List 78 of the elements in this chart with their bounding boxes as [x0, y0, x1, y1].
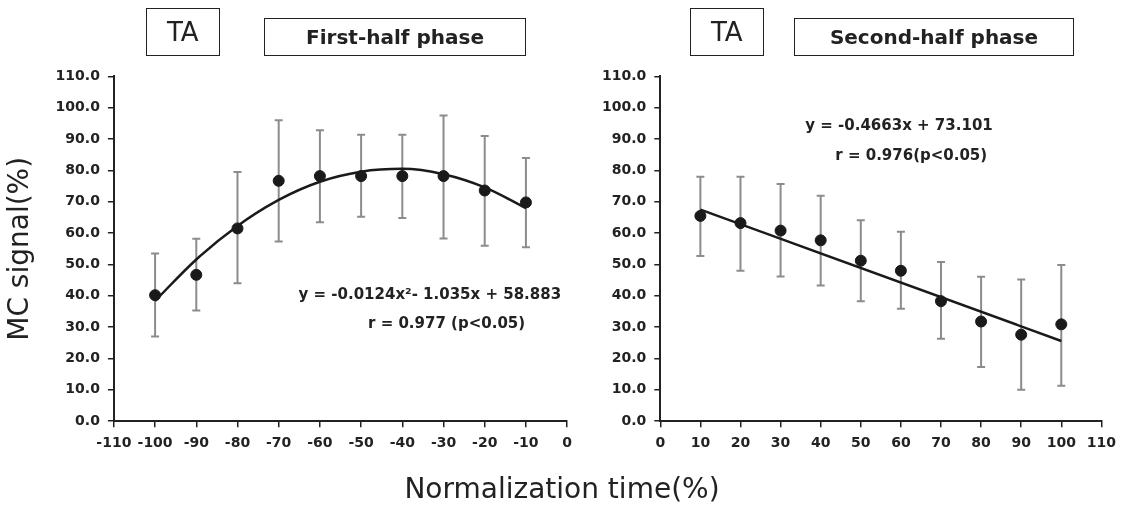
point: [519, 196, 532, 209]
y-tick-label: 90.0: [611, 129, 647, 146]
y-tick-label: 40.0: [65, 286, 101, 303]
x-tick-label: -100: [137, 434, 173, 451]
y-tick-label: 50.0: [65, 255, 101, 272]
x-tick-label: -40: [389, 434, 416, 451]
x-tick-label: 20: [730, 434, 751, 451]
chart-title: First-half phase: [264, 18, 526, 56]
y-tick-label: 100.0: [55, 98, 101, 115]
x-tick-label: -20: [472, 434, 498, 451]
y-tick-label: 70.0: [65, 192, 101, 209]
y-tick-label: 90.0: [65, 129, 101, 146]
point: [355, 170, 368, 183]
point: [814, 234, 827, 247]
y-tick-label: 10.0: [65, 380, 101, 397]
point: [437, 170, 450, 183]
point: [149, 289, 162, 302]
x-tick-label: 70: [931, 434, 951, 451]
point: [774, 224, 787, 237]
point: [934, 295, 947, 308]
annotation: y = -0.4663x + 73.101: [805, 116, 993, 135]
x-tick-label: -110: [96, 434, 132, 451]
x-tick-label: 50: [851, 434, 871, 451]
chart-subtitle: TA: [146, 8, 220, 56]
point: [694, 209, 707, 222]
chart-title: Second-half phase: [794, 18, 1074, 56]
x-tick-label: 90: [1011, 434, 1032, 451]
y-tick-label: 0.0: [621, 411, 647, 428]
y-tick-label: 70.0: [611, 192, 647, 209]
x-tick-label: 60: [891, 434, 911, 451]
chart-subtitle: TA: [690, 8, 764, 56]
point: [231, 222, 244, 235]
annotation: y = -0.0124x²- 1.035x + 58.883: [298, 285, 562, 304]
x-tick-label: 0: [562, 434, 573, 451]
x-tick-label: 100: [1046, 434, 1077, 451]
y-tick-label: 110.0: [601, 67, 647, 84]
point: [1055, 318, 1068, 331]
y-tick-label: 20.0: [611, 349, 647, 366]
x-tick-label: 40: [810, 434, 831, 451]
point: [190, 268, 203, 281]
y-axis-title: MC signal(%): [2, 156, 36, 341]
y-tick-label: 30.0: [65, 317, 101, 334]
y-tick-label: 60.0: [65, 223, 101, 240]
x-tick-label: -30: [430, 434, 457, 451]
x-tick-label: 0: [655, 434, 666, 451]
x-tick-label: 10: [690, 434, 711, 451]
y-tick-label: 110.0: [55, 67, 101, 84]
x-tick-label: -80: [224, 434, 251, 451]
x-tick-label: -50: [348, 434, 375, 451]
annotation: r = 0.976(p<0.05): [835, 145, 988, 164]
y-tick-label: 30.0: [611, 317, 647, 334]
annotation: r = 0.977 (p<0.05): [368, 313, 526, 332]
x-tick-label: 110: [1086, 434, 1117, 451]
point: [894, 264, 907, 277]
point: [975, 315, 988, 328]
x-tick-label: -90: [183, 434, 210, 451]
point: [734, 217, 747, 230]
y-tick-label: 80.0: [611, 161, 647, 178]
x-tick-label: -10: [513, 434, 539, 451]
x-tick-label: -60: [307, 434, 333, 451]
point: [313, 170, 326, 183]
point: [272, 174, 285, 187]
point: [478, 184, 491, 197]
x-tick-label: -70: [266, 434, 292, 451]
point: [396, 170, 409, 183]
y-tick-label: 0.0: [75, 411, 101, 428]
point: [1015, 328, 1028, 341]
y-tick-label: 10.0: [611, 380, 647, 397]
x-tick-label: 80: [971, 434, 992, 451]
y-tick-label: 100.0: [601, 98, 647, 115]
y-tick-label: 50.0: [611, 255, 647, 272]
point: [854, 254, 867, 267]
y-tick-label: 80.0: [65, 161, 101, 178]
y-tick-label: 20.0: [65, 349, 101, 366]
x-axis-title: Normalization time(%): [403, 472, 721, 505]
y-tick-label: 60.0: [611, 223, 647, 240]
x-tick-label: 30: [770, 434, 791, 451]
y-tick-label: 40.0: [611, 286, 647, 303]
